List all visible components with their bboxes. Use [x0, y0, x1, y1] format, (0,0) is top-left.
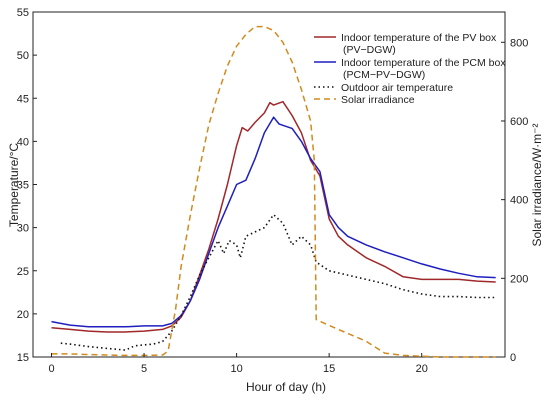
- y-right-tick-label-400: 400: [510, 195, 528, 207]
- y-right-tick-label-800: 800: [510, 37, 528, 49]
- legend-label-solar-irradiance: Solar irradiance: [341, 94, 415, 106]
- legend-label-pcm-box: Indoor temperature of the PCM box: [341, 57, 506, 69]
- y-axis-right-title: Solar irradiance/W·m⁻²: [530, 123, 544, 246]
- x-tick-label-10: 10: [230, 363, 242, 375]
- x-tick-label-5: 5: [141, 363, 147, 375]
- y-axis-left: 15 20 25 30 35 40 45 50 55: [17, 7, 37, 364]
- x-tick-label-0: 0: [48, 363, 54, 375]
- y-left-tick-label-50: 50: [17, 50, 29, 62]
- y-left-tick-label-20: 20: [17, 309, 29, 321]
- y-left-tick-label-40: 40: [17, 136, 29, 148]
- x-axis: 0 5 10 15 20: [48, 353, 428, 375]
- series-line-pv-box: [51, 100, 496, 333]
- y-left-tick-label-15: 15: [17, 352, 29, 364]
- series-line-solar-irradiance: [51, 25, 496, 358]
- legend-label-pv-box: Indoor temperature of the PV box: [341, 32, 497, 44]
- x-tick-label-20: 20: [416, 363, 428, 375]
- x-axis-title: Hour of day (h): [246, 380, 326, 394]
- y-left-tick-label-55: 55: [17, 7, 29, 19]
- y-right-tick-label-0: 0: [510, 352, 516, 364]
- series-layer: [51, 25, 496, 358]
- y-left-tick-label-45: 45: [17, 93, 29, 105]
- legend: Indoor temperature of the PV box (PV−DGW…: [314, 32, 506, 106]
- y-right-tick-label-200: 200: [510, 273, 528, 285]
- y-left-tick-label-35: 35: [17, 180, 29, 192]
- y-axis-right: 0 200 400 600 800: [501, 37, 528, 364]
- series-line-outdoor-air: [60, 213, 496, 351]
- y-axis-left-title: Temperature/°C: [7, 143, 21, 227]
- x-tick-label-15: 15: [323, 363, 335, 375]
- series-line-pcm-box: [51, 116, 496, 328]
- legend-label-pcm-box-line2: (PCM−PV−DGW): [343, 69, 425, 81]
- legend-label-outdoor-air: Outdoor air temperature: [341, 82, 453, 94]
- y-left-tick-label-30: 30: [17, 223, 29, 235]
- y-right-tick-label-600: 600: [510, 116, 528, 128]
- y-left-tick-label-25: 25: [17, 266, 29, 278]
- legend-label-pv-box-line2: (PV−DGW): [343, 44, 396, 56]
